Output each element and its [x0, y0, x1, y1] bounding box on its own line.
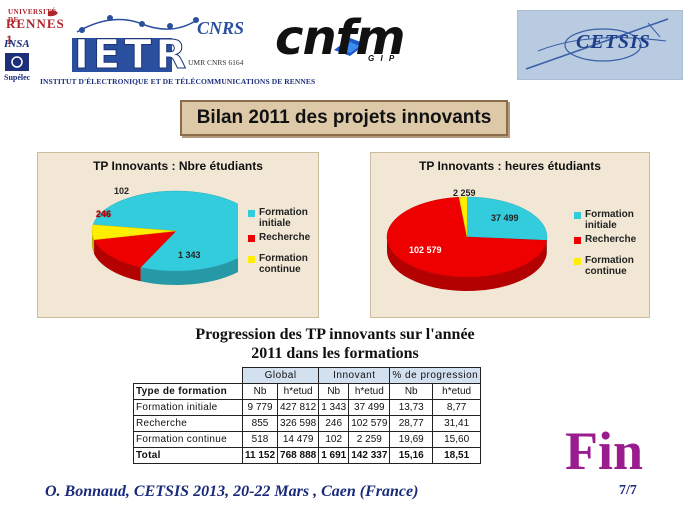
- page-number: 7/7: [619, 483, 637, 498]
- legend-item-formation-continue: Formation continue: [248, 253, 318, 275]
- pie-slice-formation-continue: [91, 224, 177, 241]
- cetsis-logo: CETSIS: [517, 10, 683, 80]
- pie-chart-hours: TP Innovants : heures étudiants 2 259 37…: [370, 152, 650, 318]
- cnfm-chip-icon: [334, 38, 366, 56]
- data-label-formation-initiale: 1 343: [178, 250, 201, 260]
- data-label-formation-initiale: 37 499: [491, 213, 519, 223]
- legend-swatch: [574, 258, 581, 265]
- fin-label: Fin: [565, 421, 644, 481]
- pie-slice-formation-initiale: [92, 190, 238, 272]
- supelec-emblem-icon: [5, 53, 29, 71]
- group-header: Global: [241, 367, 320, 384]
- slide-title: Bilan 2011 des projets innovants: [180, 100, 508, 136]
- pie-slice-recherche: [386, 196, 548, 278]
- legend-swatch: [248, 256, 255, 263]
- cetsis-logo-text: CETSIS: [576, 31, 651, 53]
- cnfm-logo: cnfm: [275, 10, 406, 66]
- pie-side-recherche: [94, 239, 141, 282]
- pie-side-formation-continue: [92, 231, 95, 254]
- ietr-institute-name: INSTITUT D'ÉLECTRONIQUE ET DE TÉLÉCOMMUN…: [40, 77, 316, 86]
- legend-swatch: [574, 212, 581, 219]
- ietr-logo: IETR: [73, 32, 191, 79]
- pie-slice-formation-initiale: [466, 196, 548, 241]
- progression-title: Progression des TP innovants sur l'année…: [195, 326, 475, 362]
- progression-table: Global Innovant % de progression Type de…: [133, 367, 482, 464]
- data-label-formation-continue: 102: [114, 186, 130, 196]
- ietr-network-icon: [76, 15, 199, 33]
- pie-svg: [386, 196, 548, 291]
- table-row: Recherche 855 326 598 246 102 579 28,77 …: [133, 415, 482, 432]
- legend-swatch: [574, 237, 581, 244]
- rennes-logo: UNIVERSITÉ DE RENNES 1: [6, 8, 65, 47]
- table-header-groups: Global Innovant % de progression: [134, 367, 482, 384]
- legend-item-formation-initiale: Formation initiale: [574, 209, 649, 231]
- cetsis-emblem-icon: [525, 18, 669, 70]
- supelec-logo: Supélec: [4, 73, 31, 82]
- table-row: Formation initiale 9 779 427 812 1 343 3…: [133, 399, 482, 416]
- legend-swatch: [248, 235, 255, 242]
- pie-svg: [91, 190, 238, 286]
- pie-side-recherche: [387, 237, 547, 291]
- ietr-logo-background: [72, 38, 172, 72]
- data-label-formation-continue: 2 259: [453, 188, 476, 198]
- table-row-total: Total 11 152 768 888 1 691 142 337 15,16…: [133, 447, 482, 464]
- table-header-sub: Type de formation Nb h*etud Nb h*etud Nb…: [133, 383, 482, 400]
- pie-side-formation-initiale: [140, 257, 238, 286]
- rennes-ermine-icon: [48, 10, 58, 17]
- chart-title: TP Innovants : heures étudiants: [419, 159, 601, 173]
- legend-item-formation-continue: Formation continue: [574, 255, 649, 277]
- group-header: Innovant: [318, 367, 391, 384]
- umr-label: UMR CNRS 6164: [188, 58, 244, 67]
- table-row: Formation continue 518 14 479 102 2 259 …: [133, 431, 482, 448]
- data-label-recherche: 246: [96, 209, 112, 219]
- chart-legend: Formation initiale Recherche Formation c…: [574, 209, 649, 280]
- group-header: % de progression: [389, 367, 482, 384]
- legend-item-recherche: Recherche: [574, 234, 649, 245]
- cnrs-logo: CNRS: [197, 18, 245, 38]
- chart-title: TP Innovants : Nbre étudiants: [93, 159, 263, 173]
- pie-chart-students: TP Innovants : Nbre étudiants 102 246 1 …: [37, 152, 319, 318]
- insa-logo: INSA: [4, 38, 30, 50]
- pie-slice-recherche: [93, 230, 177, 268]
- chart-legend: Formation initiale Recherche Formation c…: [248, 207, 318, 278]
- cnfm-gip-label: G I P: [368, 54, 397, 63]
- legend-item-recherche: Recherche: [248, 232, 318, 243]
- data-label-recherche: 102 579: [409, 245, 442, 255]
- first-column-header: Type de formation: [133, 383, 243, 400]
- legend-item-formation-initiale: Formation initiale: [248, 207, 318, 229]
- pie-slice-formation-continue: [458, 196, 468, 238]
- legend-swatch: [248, 210, 255, 217]
- footer-text: O. Bonnaud, CETSIS 2013, 20-22 Mars , Ca…: [45, 483, 419, 500]
